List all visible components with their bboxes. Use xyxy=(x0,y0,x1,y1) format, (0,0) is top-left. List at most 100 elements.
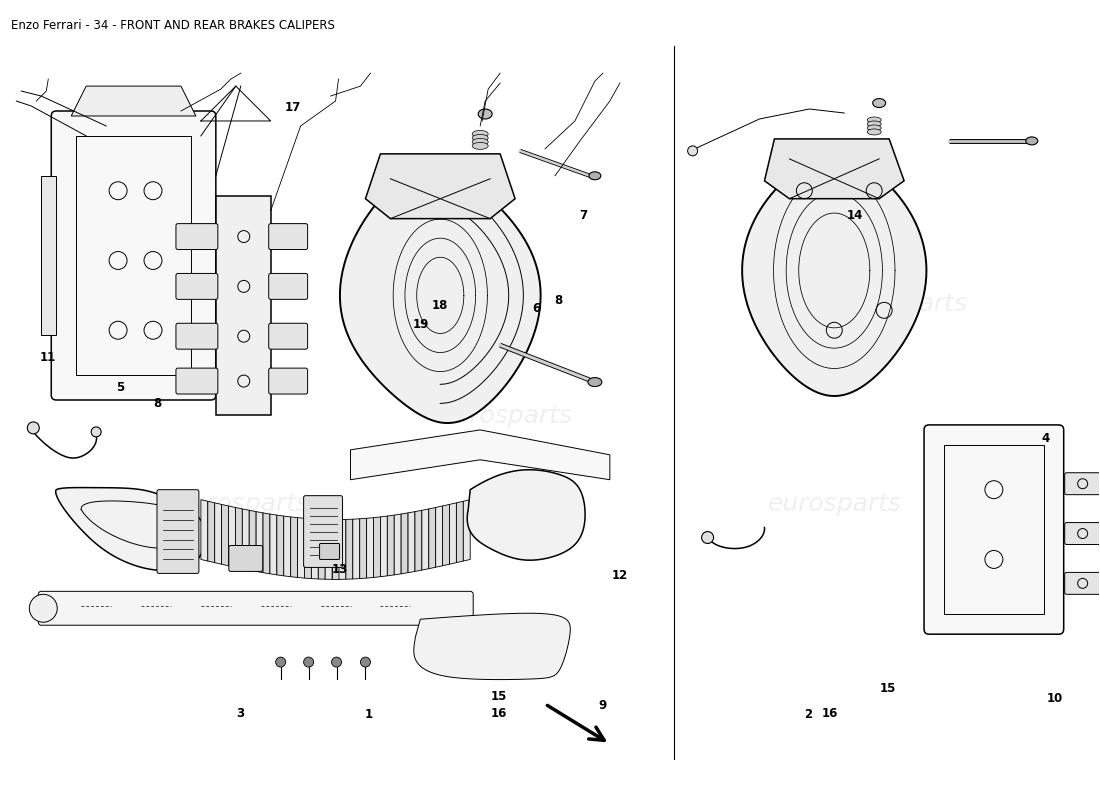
Polygon shape xyxy=(326,519,332,579)
Bar xyxy=(944,445,1044,614)
Text: 9: 9 xyxy=(598,699,607,712)
Text: 15: 15 xyxy=(880,682,896,695)
Polygon shape xyxy=(456,502,463,562)
Polygon shape xyxy=(365,154,515,218)
Polygon shape xyxy=(436,506,442,567)
Polygon shape xyxy=(216,196,271,415)
Circle shape xyxy=(688,146,697,156)
FancyBboxPatch shape xyxy=(157,490,199,574)
Polygon shape xyxy=(256,512,263,573)
FancyBboxPatch shape xyxy=(52,111,216,400)
Polygon shape xyxy=(360,518,366,578)
FancyBboxPatch shape xyxy=(924,425,1064,634)
Text: 6: 6 xyxy=(532,302,541,315)
Text: 3: 3 xyxy=(236,707,244,720)
Polygon shape xyxy=(214,503,221,564)
FancyBboxPatch shape xyxy=(176,368,218,394)
Polygon shape xyxy=(429,507,436,569)
Ellipse shape xyxy=(867,125,881,131)
Text: 18: 18 xyxy=(432,299,449,313)
Text: 4: 4 xyxy=(1042,432,1050,445)
Circle shape xyxy=(304,657,313,667)
Polygon shape xyxy=(311,518,318,579)
Text: 13: 13 xyxy=(331,562,348,575)
Polygon shape xyxy=(242,509,250,570)
Polygon shape xyxy=(351,430,609,480)
FancyBboxPatch shape xyxy=(176,323,218,349)
Text: 8: 8 xyxy=(554,294,563,307)
Circle shape xyxy=(361,657,371,667)
FancyBboxPatch shape xyxy=(268,274,308,299)
FancyBboxPatch shape xyxy=(320,543,340,559)
Polygon shape xyxy=(284,516,290,577)
Text: Enzo Ferrari - 34 - FRONT AND REAR BRAKES CALIPERS: Enzo Ferrari - 34 - FRONT AND REAR BRAKE… xyxy=(11,19,336,32)
Polygon shape xyxy=(366,518,374,578)
FancyBboxPatch shape xyxy=(1065,572,1100,594)
Ellipse shape xyxy=(867,117,881,123)
Polygon shape xyxy=(415,510,422,571)
Circle shape xyxy=(28,422,40,434)
Polygon shape xyxy=(381,516,387,577)
FancyBboxPatch shape xyxy=(1065,473,1100,494)
Text: 19: 19 xyxy=(412,318,429,330)
Text: 1: 1 xyxy=(365,709,373,722)
Circle shape xyxy=(91,427,101,437)
Ellipse shape xyxy=(867,129,881,135)
Polygon shape xyxy=(387,515,394,576)
Polygon shape xyxy=(290,517,298,578)
Circle shape xyxy=(276,657,286,667)
Polygon shape xyxy=(764,139,904,198)
Polygon shape xyxy=(201,500,208,561)
Ellipse shape xyxy=(587,378,602,386)
Text: 17: 17 xyxy=(285,101,301,114)
Text: 16: 16 xyxy=(822,707,838,720)
Polygon shape xyxy=(414,614,570,679)
Polygon shape xyxy=(42,176,56,335)
Polygon shape xyxy=(345,519,353,579)
Polygon shape xyxy=(340,168,540,423)
Polygon shape xyxy=(408,512,415,573)
Text: 8: 8 xyxy=(153,397,162,410)
Polygon shape xyxy=(422,509,429,570)
Text: 15: 15 xyxy=(491,690,507,703)
FancyBboxPatch shape xyxy=(176,224,218,250)
Circle shape xyxy=(702,531,714,543)
Polygon shape xyxy=(208,502,214,562)
Polygon shape xyxy=(229,506,235,567)
Polygon shape xyxy=(277,515,284,576)
Polygon shape xyxy=(463,500,470,561)
Ellipse shape xyxy=(1026,137,1037,145)
Circle shape xyxy=(331,657,341,667)
Polygon shape xyxy=(56,487,206,570)
Ellipse shape xyxy=(472,142,488,150)
Text: 10: 10 xyxy=(1046,693,1063,706)
FancyBboxPatch shape xyxy=(1065,522,1100,545)
Polygon shape xyxy=(442,505,450,566)
FancyBboxPatch shape xyxy=(39,591,473,626)
Polygon shape xyxy=(72,86,196,116)
Ellipse shape xyxy=(472,134,488,142)
Ellipse shape xyxy=(872,98,886,107)
Polygon shape xyxy=(374,517,381,578)
Circle shape xyxy=(30,594,57,622)
Text: 11: 11 xyxy=(40,351,56,364)
Polygon shape xyxy=(263,513,270,574)
Polygon shape xyxy=(339,519,345,579)
Polygon shape xyxy=(332,519,339,579)
Polygon shape xyxy=(298,518,305,578)
Polygon shape xyxy=(468,470,585,560)
Polygon shape xyxy=(305,518,311,578)
FancyBboxPatch shape xyxy=(176,274,218,299)
FancyBboxPatch shape xyxy=(268,368,308,394)
Text: 7: 7 xyxy=(579,209,587,222)
Polygon shape xyxy=(742,157,926,396)
FancyBboxPatch shape xyxy=(304,496,342,567)
Polygon shape xyxy=(250,510,256,571)
Text: eurosparts: eurosparts xyxy=(768,492,902,516)
Ellipse shape xyxy=(478,109,492,119)
FancyBboxPatch shape xyxy=(268,224,308,250)
Polygon shape xyxy=(394,514,402,575)
Polygon shape xyxy=(402,513,408,574)
Ellipse shape xyxy=(588,172,601,180)
Polygon shape xyxy=(270,514,277,575)
